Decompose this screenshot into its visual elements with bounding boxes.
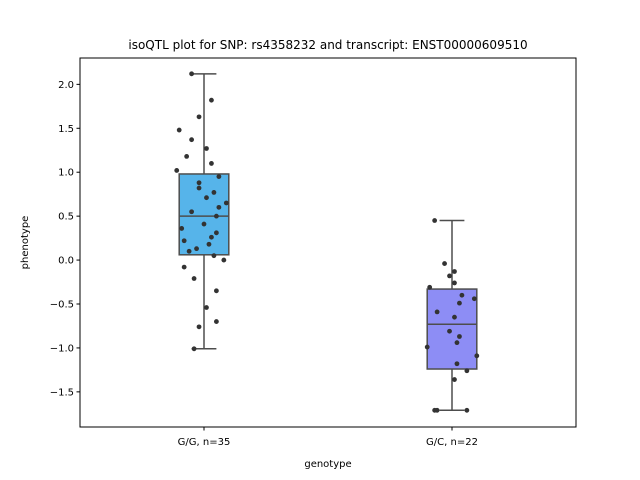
data-point [204, 195, 209, 201]
data-point [204, 305, 209, 310]
data-point [209, 97, 214, 103]
data-point [457, 334, 462, 339]
data-point [221, 257, 227, 263]
data-point [201, 221, 207, 227]
data-point [447, 328, 452, 334]
box-group [424, 218, 480, 413]
data-point [196, 185, 202, 191]
data-point [471, 296, 477, 302]
data-point [186, 248, 192, 254]
data-point [214, 213, 219, 219]
data-point [209, 161, 214, 166]
data-point [184, 154, 190, 159]
data-point [196, 324, 202, 330]
data-point [214, 230, 219, 236]
data-point [191, 276, 197, 281]
data-point [434, 309, 440, 315]
data-point [191, 346, 197, 352]
data-point [211, 190, 217, 195]
y-tick-label: 0.5 [58, 212, 74, 223]
data-point [452, 377, 457, 382]
data-point [464, 368, 470, 374]
data-point [194, 246, 199, 252]
data-point [442, 261, 447, 266]
y-tick-label: 2.0 [58, 80, 74, 91]
y-tick-label: 1.0 [58, 168, 74, 179]
data-point [189, 137, 195, 143]
y-tick-label: −1.0 [50, 343, 74, 354]
data-point [196, 180, 202, 186]
box-iqr [426, 288, 478, 370]
data-point [432, 218, 438, 223]
data-point [452, 269, 457, 274]
data-point [189, 209, 195, 215]
y-axis-label: phenotype [20, 216, 31, 270]
y-tick-label: 0.0 [58, 256, 74, 267]
data-point [214, 288, 219, 294]
chart-title: isoQTL plot for SNP: rs4358232 and trans… [128, 38, 527, 52]
y-tick-label: −1.5 [50, 387, 74, 398]
x-tick-label: G/G, n=35 [178, 437, 231, 448]
data-point [176, 127, 182, 133]
data-point [214, 319, 219, 324]
data-point [216, 204, 222, 210]
plot-area [174, 71, 480, 413]
data-point [223, 200, 229, 206]
data-point [464, 407, 470, 413]
data-point [189, 71, 195, 77]
data-point [474, 353, 480, 359]
data-point [206, 241, 212, 247]
data-point [216, 174, 222, 180]
y-tick-label: 1.5 [58, 124, 74, 135]
data-point [452, 314, 457, 320]
data-point [196, 114, 202, 120]
box-iqr [178, 173, 230, 256]
data-point [459, 292, 465, 298]
data-point [174, 168, 180, 173]
data-point [181, 238, 187, 244]
x-tick-label: G/C, n=22 [426, 437, 478, 448]
data-point [179, 226, 185, 231]
data-point [457, 300, 462, 306]
data-point [204, 146, 209, 151]
data-point [181, 264, 187, 270]
data-point [447, 273, 452, 279]
data-point [427, 284, 433, 290]
data-point [434, 407, 440, 413]
data-point [424, 344, 430, 350]
y-tick-label: −0.5 [50, 300, 74, 311]
data-point [452, 280, 457, 286]
x-axis: G/G, n=35 G/C, n=22 [178, 427, 478, 448]
data-point [454, 340, 460, 346]
data-point [209, 234, 214, 240]
data-point [454, 361, 460, 367]
axes-frame [79, 57, 577, 428]
data-point [211, 253, 217, 259]
box-group [174, 71, 230, 352]
x-axis-label: genotype [304, 459, 351, 470]
y-axis: −1.5 −1.0 −0.5 0.0 0.5 1.0 1.5 2.0 [50, 80, 80, 398]
